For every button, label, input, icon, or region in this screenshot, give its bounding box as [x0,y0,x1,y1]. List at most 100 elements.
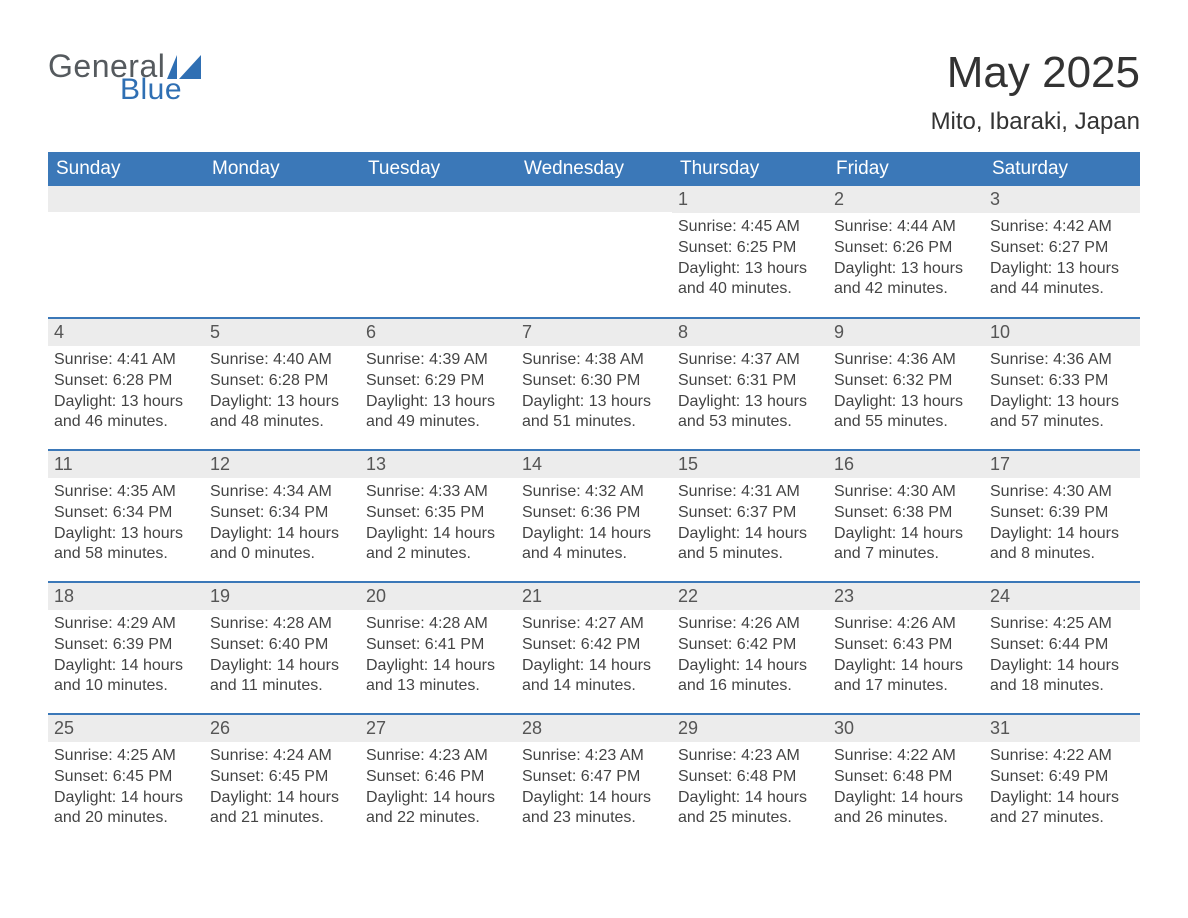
day-number: 6 [360,319,516,346]
sunset-line: Sunset: 6:45 PM [54,767,198,788]
calendar-day-cell: 4Sunrise: 4:41 AMSunset: 6:28 PMDaylight… [48,318,204,450]
daynum-bar: 10 [984,319,1140,346]
daylight-line: Daylight: 13 hours and 53 minutes. [678,392,822,434]
sunrise-line: Sunrise: 4:45 AM [678,217,822,238]
sunrise-line: Sunrise: 4:39 AM [366,350,510,371]
daylight-line: Daylight: 14 hours and 4 minutes. [522,524,666,566]
daylight-line: Daylight: 14 hours and 20 minutes. [54,788,198,830]
sunset-line: Sunset: 6:48 PM [834,767,978,788]
daylight-line: Daylight: 14 hours and 27 minutes. [990,788,1134,830]
day-details: Sunrise: 4:44 AMSunset: 6:26 PMDaylight:… [828,213,984,306]
flag-icon [167,55,201,84]
calendar-day-cell: 5Sunrise: 4:40 AMSunset: 6:28 PMDaylight… [204,318,360,450]
sunset-line: Sunset: 6:47 PM [522,767,666,788]
daylight-line: Daylight: 14 hours and 14 minutes. [522,656,666,698]
day-details: Sunrise: 4:25 AMSunset: 6:44 PMDaylight:… [984,610,1140,703]
daynum-bar [204,186,360,212]
day-details: Sunrise: 4:32 AMSunset: 6:36 PMDaylight:… [516,478,672,571]
day-number: 17 [984,451,1140,478]
sunset-line: Sunset: 6:28 PM [54,371,198,392]
sunset-line: Sunset: 6:41 PM [366,635,510,656]
daynum-bar: 3 [984,186,1140,213]
sunset-line: Sunset: 6:39 PM [54,635,198,656]
day-number: 20 [360,583,516,610]
sunrise-line: Sunrise: 4:23 AM [366,746,510,767]
weekday-header: Saturday [984,152,1140,186]
daynum-bar: 17 [984,451,1140,478]
calendar-day-cell: 25Sunrise: 4:25 AMSunset: 6:45 PMDayligh… [48,714,204,846]
day-details: Sunrise: 4:38 AMSunset: 6:30 PMDaylight:… [516,346,672,439]
day-number: 1 [672,186,828,213]
day-details: Sunrise: 4:37 AMSunset: 6:31 PMDaylight:… [672,346,828,439]
day-details: Sunrise: 4:40 AMSunset: 6:28 PMDaylight:… [204,346,360,439]
daylight-line: Daylight: 13 hours and 48 minutes. [210,392,354,434]
day-number: 18 [48,583,204,610]
calendar-day-cell: 16Sunrise: 4:30 AMSunset: 6:38 PMDayligh… [828,450,984,582]
calendar-table: Sunday Monday Tuesday Wednesday Thursday… [48,152,1140,846]
daylight-line: Daylight: 14 hours and 16 minutes. [678,656,822,698]
daylight-line: Daylight: 14 hours and 18 minutes. [990,656,1134,698]
daylight-line: Daylight: 13 hours and 58 minutes. [54,524,198,566]
daylight-line: Daylight: 13 hours and 46 minutes. [54,392,198,434]
day-number: 15 [672,451,828,478]
daynum-bar: 27 [360,715,516,742]
calendar-week-row: 18Sunrise: 4:29 AMSunset: 6:39 PMDayligh… [48,582,1140,714]
sunset-line: Sunset: 6:31 PM [678,371,822,392]
daylight-line: Daylight: 13 hours and 40 minutes. [678,259,822,301]
sunset-line: Sunset: 6:33 PM [990,371,1134,392]
sunrise-line: Sunrise: 4:26 AM [834,614,978,635]
daylight-line: Daylight: 14 hours and 7 minutes. [834,524,978,566]
calendar-day-cell: 28Sunrise: 4:23 AMSunset: 6:47 PMDayligh… [516,714,672,846]
daynum-bar: 16 [828,451,984,478]
header: General Blue May 2025 Mito, Ibaraki, Jap… [48,48,1140,144]
sunrise-line: Sunrise: 4:30 AM [834,482,978,503]
sunrise-line: Sunrise: 4:27 AM [522,614,666,635]
day-number: 24 [984,583,1140,610]
sunset-line: Sunset: 6:40 PM [210,635,354,656]
sunset-line: Sunset: 6:37 PM [678,503,822,524]
sunset-line: Sunset: 6:42 PM [678,635,822,656]
day-number: 16 [828,451,984,478]
calendar-day-cell: 29Sunrise: 4:23 AMSunset: 6:48 PMDayligh… [672,714,828,846]
calendar-day-cell: 17Sunrise: 4:30 AMSunset: 6:39 PMDayligh… [984,450,1140,582]
sunrise-line: Sunrise: 4:31 AM [678,482,822,503]
day-number: 9 [828,319,984,346]
daylight-line: Daylight: 14 hours and 11 minutes. [210,656,354,698]
sunrise-line: Sunrise: 4:28 AM [366,614,510,635]
daynum-bar [48,186,204,212]
daynum-bar: 6 [360,319,516,346]
calendar-day-cell: 9Sunrise: 4:36 AMSunset: 6:32 PMDaylight… [828,318,984,450]
daylight-line: Daylight: 14 hours and 8 minutes. [990,524,1134,566]
daynum-bar: 15 [672,451,828,478]
daylight-line: Daylight: 13 hours and 57 minutes. [990,392,1134,434]
daynum-bar: 24 [984,583,1140,610]
day-number: 26 [204,715,360,742]
sunset-line: Sunset: 6:30 PM [522,371,666,392]
sunrise-line: Sunrise: 4:25 AM [54,746,198,767]
calendar-day-cell: 24Sunrise: 4:25 AMSunset: 6:44 PMDayligh… [984,582,1140,714]
calendar-empty-cell [516,186,672,318]
sunset-line: Sunset: 6:25 PM [678,238,822,259]
sunrise-line: Sunrise: 4:35 AM [54,482,198,503]
sunrise-line: Sunrise: 4:44 AM [834,217,978,238]
day-details: Sunrise: 4:35 AMSunset: 6:34 PMDaylight:… [48,478,204,571]
day-details: Sunrise: 4:27 AMSunset: 6:42 PMDaylight:… [516,610,672,703]
day-number: 8 [672,319,828,346]
day-details: Sunrise: 4:34 AMSunset: 6:34 PMDaylight:… [204,478,360,571]
day-number: 30 [828,715,984,742]
daynum-bar: 20 [360,583,516,610]
daynum-bar: 2 [828,186,984,213]
sunrise-line: Sunrise: 4:40 AM [210,350,354,371]
sunset-line: Sunset: 6:45 PM [210,767,354,788]
sunset-line: Sunset: 6:49 PM [990,767,1134,788]
sunset-line: Sunset: 6:42 PM [522,635,666,656]
calendar-day-cell: 12Sunrise: 4:34 AMSunset: 6:34 PMDayligh… [204,450,360,582]
daynum-bar: 11 [48,451,204,478]
day-details: Sunrise: 4:29 AMSunset: 6:39 PMDaylight:… [48,610,204,703]
sunset-line: Sunset: 6:36 PM [522,503,666,524]
calendar-day-cell: 14Sunrise: 4:32 AMSunset: 6:36 PMDayligh… [516,450,672,582]
daynum-bar: 29 [672,715,828,742]
sunrise-line: Sunrise: 4:32 AM [522,482,666,503]
brand-logo: General Blue [48,48,201,107]
sunrise-line: Sunrise: 4:42 AM [990,217,1134,238]
